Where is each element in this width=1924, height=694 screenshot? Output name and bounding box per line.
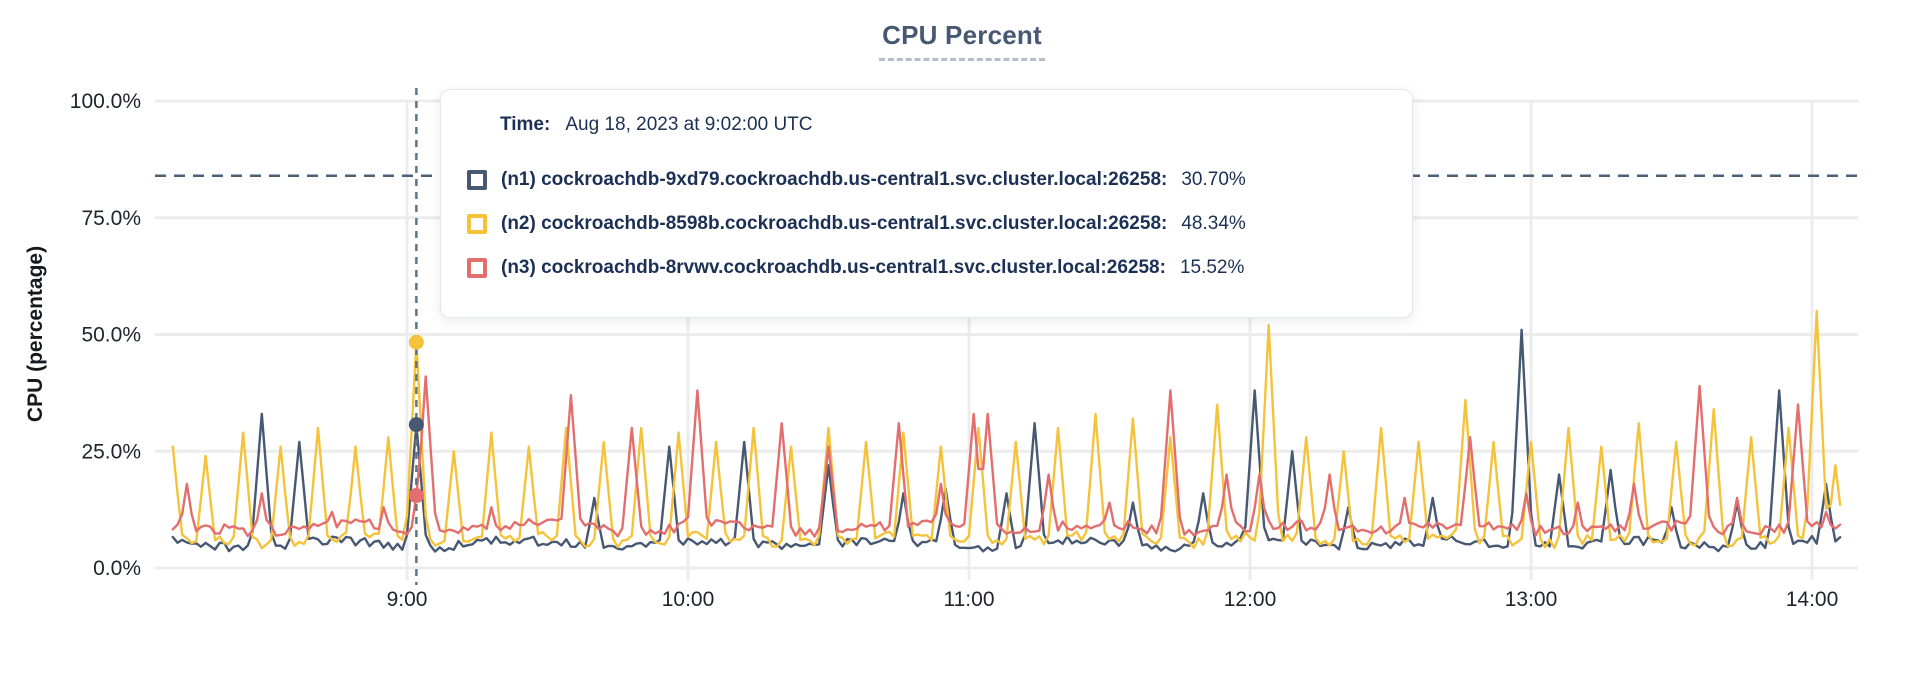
legend-swatch-n3 bbox=[467, 258, 487, 278]
legend-swatch-n2 bbox=[467, 214, 487, 234]
legend-series-value: 48.34% bbox=[1181, 213, 1246, 234]
y-tick-label: 0.0% bbox=[93, 557, 141, 580]
y-tick-label: 75.0% bbox=[81, 207, 141, 230]
chart-title: CPU Percent bbox=[0, 20, 1924, 61]
legend-series-name: (n1) cockroachdb-9xd79.cockroachdb.us-ce… bbox=[501, 169, 1168, 190]
x-tick-label: 14:00 bbox=[1786, 588, 1839, 611]
y-axis-title: CPU (percentage) bbox=[24, 245, 47, 423]
tooltip-time-label: Time: bbox=[500, 114, 551, 135]
chart-title-text: CPU Percent bbox=[879, 20, 1045, 61]
y-tick-label: 100.0% bbox=[70, 90, 141, 113]
legend-row-n1: (n1) cockroachdb-9xd79.cockroachdb.us-ce… bbox=[467, 158, 1412, 202]
hover-dot-n3 bbox=[408, 488, 424, 504]
legend-series-name: (n3) cockroachdb-8rvwv.cockroachdb.us-ce… bbox=[501, 257, 1166, 278]
x-tick-label: 10:00 bbox=[662, 588, 715, 611]
x-tick-label: 12:00 bbox=[1224, 588, 1277, 611]
x-tick-label: 13:00 bbox=[1505, 588, 1558, 611]
legend-row-n3: (n3) cockroachdb-8rvwv.cockroachdb.us-ce… bbox=[467, 246, 1412, 290]
x-tick-label: 9:00 bbox=[387, 588, 428, 611]
x-tick-label: 11:00 bbox=[944, 588, 995, 611]
tooltip-time-row: Time: Aug 18, 2023 at 9:02:00 UTC bbox=[500, 114, 1412, 136]
legend-series-value: 30.70% bbox=[1181, 169, 1246, 190]
tooltip-time-value: Aug 18, 2023 at 9:02:00 UTC bbox=[565, 114, 813, 135]
series-line-n2 bbox=[171, 309, 1842, 550]
legend-series-value: 15.52% bbox=[1179, 257, 1245, 278]
series-line-n3 bbox=[171, 375, 1842, 538]
hover-dot-n1 bbox=[408, 417, 424, 433]
legend-series-name: (n2) cockroachdb-8598b.cockroachdb.us-ce… bbox=[501, 213, 1168, 234]
y-tick-label: 50.0% bbox=[81, 324, 141, 347]
y-tick-label: 25.0% bbox=[81, 440, 141, 463]
legend-row-n2: (n2) cockroachdb-8598b.cockroachdb.us-ce… bbox=[467, 202, 1412, 246]
hover-tooltip: Time: Aug 18, 2023 at 9:02:00 UTC (n1) co… bbox=[440, 89, 1413, 318]
tooltip-legend-rows: (n1) cockroachdb-9xd79.cockroachdb.us-ce… bbox=[467, 158, 1412, 290]
legend-swatch-n1 bbox=[467, 170, 487, 190]
hover-dot-n2 bbox=[408, 334, 424, 350]
